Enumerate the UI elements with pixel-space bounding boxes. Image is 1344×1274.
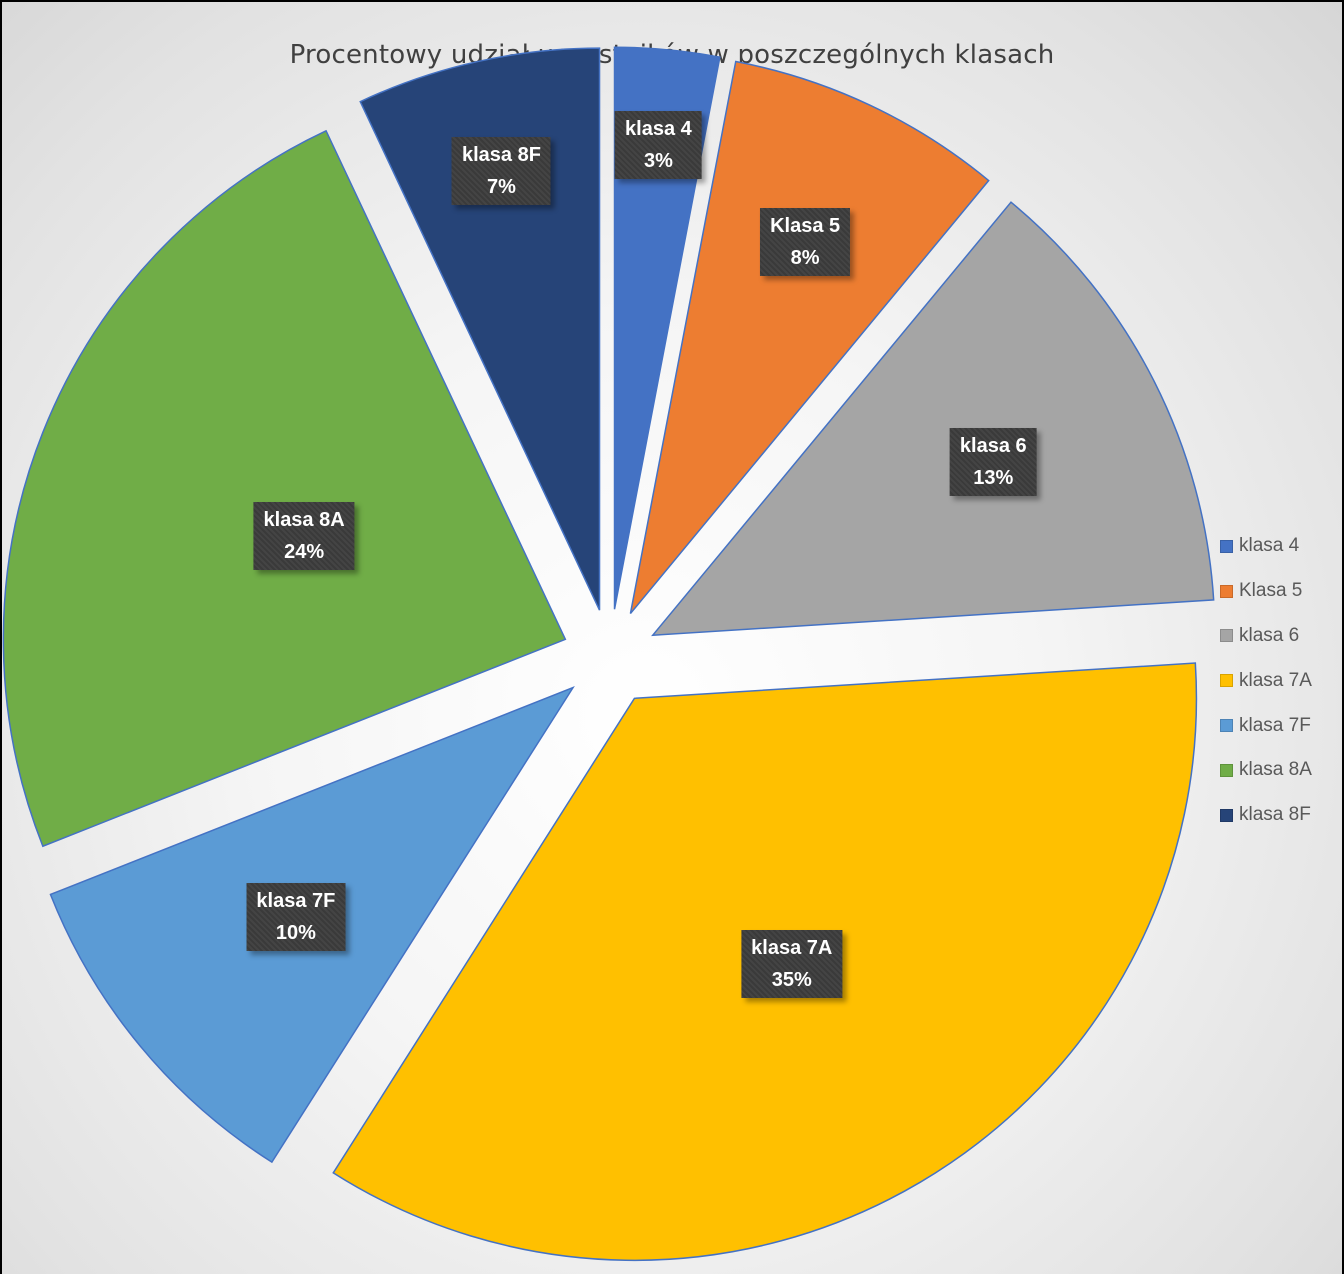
data-label-klasa-7f: klasa 7F 10% (246, 882, 346, 951)
data-label-name: klasa 8F (461, 144, 541, 167)
legend-item-klasa-4: klasa 4 (1220, 524, 1312, 569)
data-label-name: klasa 8A (263, 508, 345, 531)
legend-item-klasa-7f: klasa 7F (1220, 703, 1312, 748)
legend-label: klasa 8F (1239, 804, 1311, 826)
data-label-name: klasa 7A (751, 937, 833, 960)
data-label-klasa-5: Klasa 5 8% (760, 208, 851, 277)
pie-slice-klasa-5 (629, 60, 990, 615)
data-label-percent: 35% (771, 969, 812, 992)
data-label-percent: 13% (973, 466, 1014, 489)
data-label-name: klasa 6 (959, 434, 1027, 457)
data-label-klasa-6: klasa 6 13% (949, 427, 1037, 496)
legend-label: klasa 7A (1239, 669, 1312, 691)
legend-label: klasa 7F (1239, 714, 1311, 736)
data-label-percent: 3% (643, 149, 673, 172)
legend-swatch (1220, 584, 1233, 598)
legend-label: Klasa 5 (1239, 580, 1303, 602)
pie-slice-klasa-4 (613, 46, 721, 610)
data-label-percent: 24% (284, 540, 325, 563)
data-label-klasa-7a: klasa 7A 35% (741, 930, 843, 999)
data-label-percent: 8% (790, 247, 820, 270)
data-label-klasa-8a: klasa 8A 24% (253, 501, 355, 570)
legend-label: klasa 8A (1239, 759, 1312, 781)
legend-item-klasa-6: klasa 6 (1220, 614, 1312, 659)
legend-item-klasa-8a: klasa 8A (1220, 748, 1312, 793)
legend-swatch (1220, 629, 1233, 643)
legend-swatch (1220, 674, 1233, 688)
legend: klasa 4 Klasa 5 klasa 6 klasa 7A klasa 7F kla… (1220, 524, 1312, 838)
pie-slice-klasa-6 (651, 201, 1215, 637)
data-label-klasa-8f: klasa 8F 7% (451, 137, 551, 206)
legend-swatch (1220, 719, 1233, 733)
data-label-name: Klasa 5 (770, 215, 841, 238)
legend-item-klasa-8f: klasa 8F (1220, 793, 1312, 838)
data-label-percent: 10% (275, 921, 316, 944)
legend-swatch (1220, 808, 1233, 822)
legend-swatch (1220, 539, 1233, 553)
data-label-name: klasa 7F (256, 889, 336, 912)
legend-item-klasa-7a: klasa 7A (1220, 658, 1312, 703)
legend-swatch (1220, 763, 1233, 777)
legend-label: klasa 4 (1239, 535, 1300, 557)
legend-item-klasa-5: Klasa 5 (1220, 569, 1312, 614)
data-label-klasa-4: klasa 4 3% (615, 110, 702, 179)
data-label-percent: 7% (486, 176, 516, 199)
legend-label: klasa 6 (1239, 624, 1300, 646)
data-label-name: klasa 4 (625, 117, 692, 140)
pie-slice-klasa-8a (2, 129, 567, 848)
